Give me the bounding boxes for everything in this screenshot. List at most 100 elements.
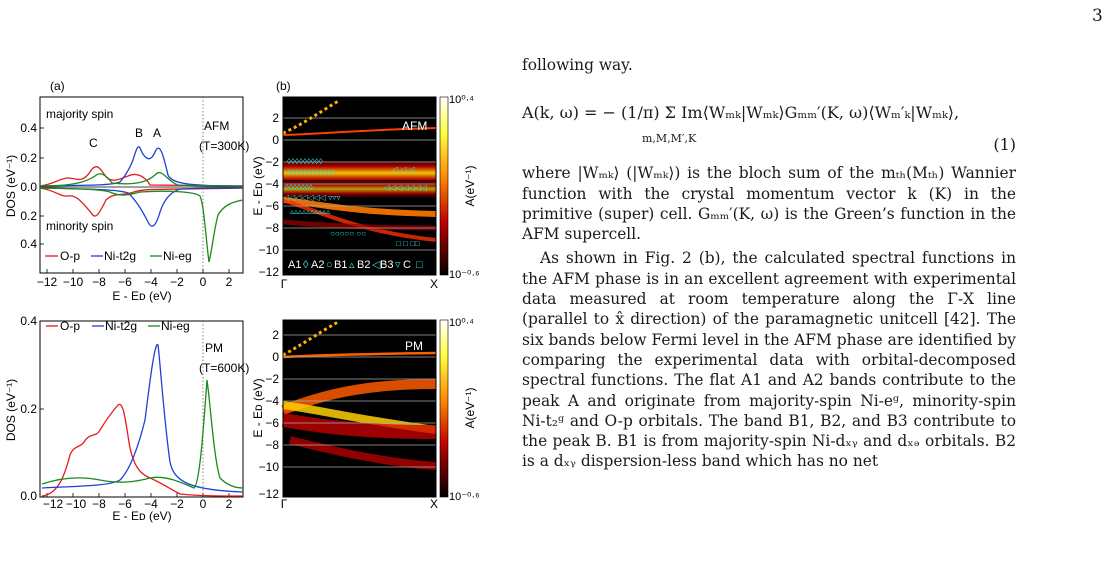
svg-text:▵▵▵▵▵▵▵▵▵▵: ▵▵▵▵▵▵▵▵▵▵: [290, 207, 330, 216]
ytick-b5: −6: [265, 199, 279, 213]
ytick-pm-b6: −8: [265, 438, 279, 452]
colorbar-afm: 10⁰·⁴ 10⁻⁰·⁶ A(eV⁻¹): [439, 94, 480, 281]
xtick-a4: −6: [118, 275, 132, 289]
svg-text:○○○○○ ○○: ○○○○○ ○○: [330, 229, 366, 238]
spectral-pm-tag: PM: [405, 339, 423, 353]
ytick-pm2: 0.2: [20, 402, 37, 416]
xtick-x-bottom: X: [430, 497, 438, 511]
ylabel-pm: DOS (eV⁻¹): [4, 379, 18, 441]
svg-text:▵: ▵: [349, 259, 355, 271]
svg-text:□ □ □□: □ □ □□: [396, 239, 420, 248]
xtick-a3: −8: [92, 275, 106, 289]
svg-text:○: ○: [326, 259, 333, 271]
legend-pm-eg: Ni-eg: [161, 319, 190, 333]
svg-text:◊◊◊◊◊◊◊◊◊◊◊◊: ◊◊◊◊◊◊◊◊◊◊◊◊: [287, 168, 334, 177]
ytick-pm-b2: 0: [272, 350, 279, 364]
dos-legend-pm: O-p Ni-t2g Ni-eg: [46, 319, 190, 333]
xlabel-a: E - Eᴅ (eV): [112, 289, 171, 303]
ytick-a4: 0.2: [20, 209, 37, 223]
xtick-a7: 0: [200, 275, 207, 289]
xtick-pm4: −6: [118, 497, 132, 511]
xtick-pm6: −2: [170, 497, 184, 511]
dos-afm-plot: majority spin minority spin C B A AFM (T…: [4, 96, 249, 303]
dos-pm-plot: O-p Ni-t2g Ni-eg PM (T=600K) 0.4 0.2 0.0…: [4, 314, 249, 523]
xtick-gamma-bottom: Γ: [281, 497, 288, 511]
ytick-b6: −8: [265, 221, 279, 235]
svg-text:◁◁◁◁◁◁◁ ▿▿▿: ◁◁◁◁◁◁◁ ▿▿▿: [282, 193, 340, 202]
phase-label-pm: PM: [205, 341, 223, 355]
legend-pm-op: O-p: [60, 319, 80, 333]
colorbar-afm-min: 10⁻⁰·⁶: [449, 269, 480, 281]
peak-label-a: A: [153, 126, 161, 140]
svg-text:▿: ▿: [395, 259, 401, 271]
ytick-pm-b5: −6: [265, 416, 279, 430]
minority-spin-label: minority spin: [46, 219, 113, 233]
legend-op: O-p: [60, 249, 80, 263]
equation-body: A(k, ω) = − (1/π) Σ Im⟨Wₘₖ|Wₘₖ⟩Gₘₘ′(K, ω…: [522, 103, 960, 123]
ytick-b7: −10: [259, 243, 280, 257]
svg-text:◁: ◁: [372, 259, 381, 271]
peak-label-c: C: [89, 136, 98, 150]
dos-legend-afm: O-p Ni-t2g Ni-eg: [45, 249, 192, 263]
legend-a2: A2: [311, 259, 324, 271]
ytick-pm3: 0.0: [20, 489, 37, 503]
ylabel-a: DOS (eV⁻¹): [4, 155, 18, 217]
legend-b3: B3: [380, 259, 393, 271]
legend-t2g: Ni-t2g: [104, 249, 136, 263]
ytick-pm1: 0.4: [20, 314, 37, 328]
xlabel-pm: E - Eᴅ (eV): [112, 509, 171, 523]
text-column: following way. A(k, ω) = − (1/π) Σ Im⟨Wₘ…: [522, 55, 1016, 472]
spectral-pm-plot: PM 2 0 −2 −4 −6 −8 −10 −12 Γ X E - Eᴅ (e…: [251, 319, 438, 511]
panel-b-label: (b): [276, 79, 291, 93]
ytick-b4: −4: [265, 177, 279, 191]
ytick-a5: 0.4: [20, 237, 37, 251]
ytick-a2: 0.2: [20, 151, 37, 165]
legend-eg: Ni-eg: [163, 249, 192, 263]
ytick-pm-b7: −10: [259, 460, 280, 474]
equation-1: A(k, ω) = − (1/π) Σ Im⟨Wₘₖ|Wₘₖ⟩Gₘₘ′(K, ω…: [522, 89, 1016, 159]
peak-label-b: B: [135, 126, 143, 140]
ytick-b8: −12: [259, 265, 280, 279]
figure-2: (a) majority spin minority spin C B A AF…: [0, 0, 500, 569]
xtick-x-top: X: [430, 277, 438, 291]
colorbar-pm-label: A(eV⁻¹): [463, 387, 477, 428]
equation-sum-index: m,M,M′,K: [642, 132, 697, 146]
xtick-a1: −12: [37, 275, 58, 289]
xtick-pm3: −8: [92, 497, 106, 511]
svg-text:◁◁◁◁◁◁◁: ◁◁◁◁◁◁◁: [383, 183, 427, 192]
colorbar-afm-max: 10⁰·⁴: [449, 94, 474, 106]
page-number: 3: [1092, 6, 1103, 26]
ytick-pm-b1: 2: [272, 328, 279, 342]
spectral-afm-tag: AFM: [402, 119, 427, 133]
ytick-a1: 0.4: [20, 121, 37, 135]
ytick-b2: 0: [272, 133, 279, 147]
ytick-a3: 0.0: [20, 180, 37, 194]
ytick-pm-b3: −2: [265, 372, 279, 386]
panel-a-label: (a): [50, 79, 65, 93]
equation-number: (1): [993, 135, 1016, 155]
ylabel-b-top: E - Eᴅ (eV): [251, 156, 265, 215]
temp-label-afm: (T=300K): [199, 139, 249, 153]
xtick-a8: 2: [226, 275, 233, 289]
legend-pm-t2g: Ni-t2g: [105, 319, 137, 333]
colorbar-afm-label: A(eV⁻¹): [463, 165, 477, 206]
xtick-a2: −10: [63, 275, 84, 289]
svg-text:◊: ◊: [303, 259, 309, 271]
phase-label-afm: AFM: [204, 119, 229, 133]
colorbar-pm-max: 10⁰·⁴: [449, 317, 474, 329]
legend-b1: B1: [334, 259, 347, 271]
temp-label-pm: (T=600K): [199, 361, 249, 375]
paragraph-1: where |Wₘₖ⟩ (|Wₘₖ⟩) is the bloch sum of …: [522, 164, 1016, 244]
colorbar-pm: 10⁰·⁴ 10⁻⁰·⁶ A(eV⁻¹): [439, 317, 480, 503]
legend-a1: A1: [288, 259, 301, 271]
svg-text:□: □: [416, 259, 423, 271]
xtick-pm8: 2: [226, 497, 233, 511]
paragraph-2: As shown in Fig. 2 (b), the calculated s…: [522, 249, 1016, 471]
svg-text:◁ ◁ ◁: ◁ ◁ ◁: [391, 165, 415, 174]
xtick-pm2: −10: [66, 497, 87, 511]
ytick-b3: −2: [265, 155, 279, 169]
ylabel-b-bottom: E - Eᴅ (eV): [251, 378, 265, 437]
colorbar-pm-min: 10⁻⁰·⁶: [449, 491, 480, 503]
xtick-pm5: −4: [144, 497, 158, 511]
xtick-pm1: −12: [43, 497, 64, 511]
